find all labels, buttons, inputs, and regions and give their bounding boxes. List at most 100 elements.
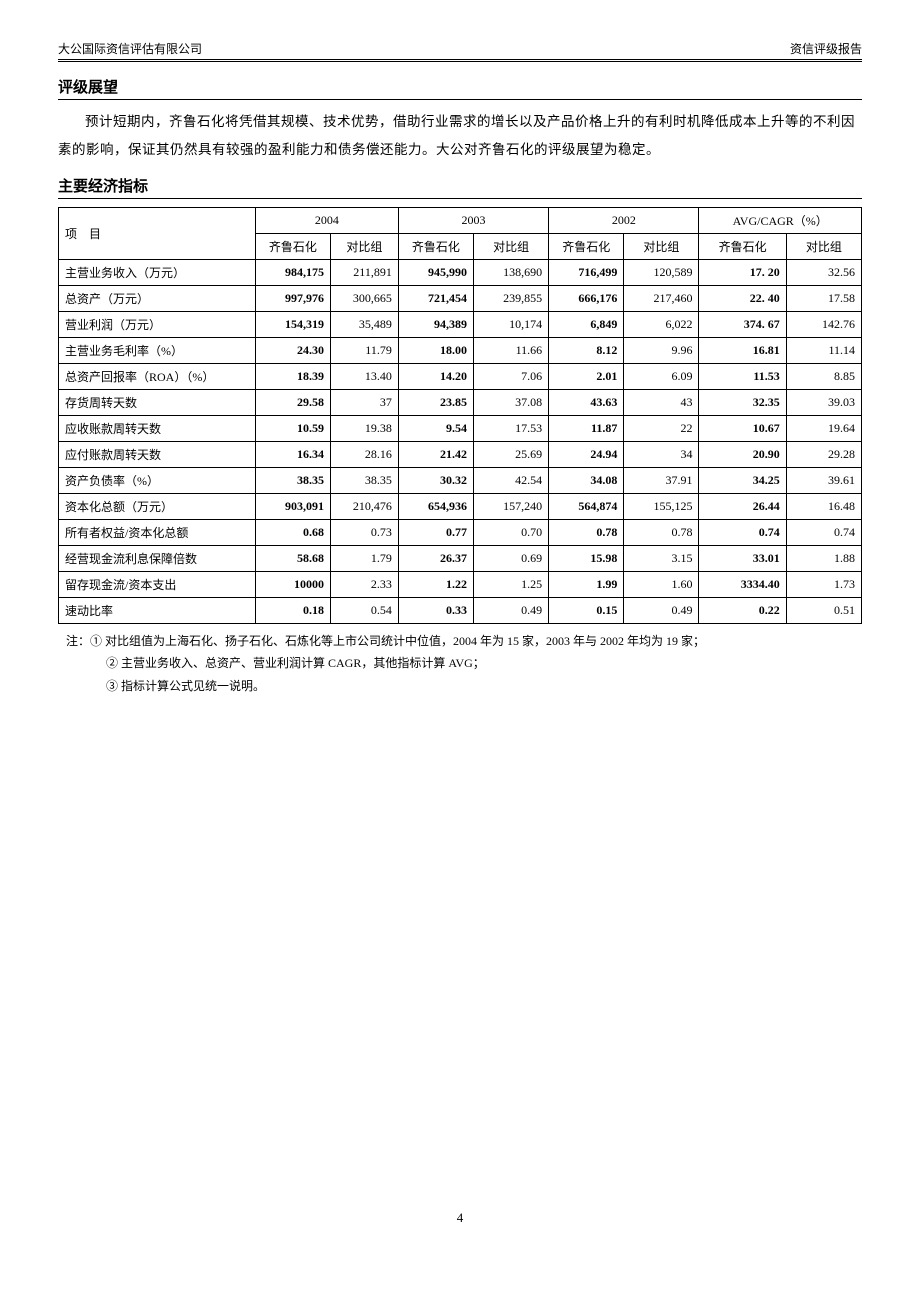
data-cell: 24.30: [255, 337, 330, 363]
data-cell: 984,175: [255, 259, 330, 285]
data-cell: 10000: [255, 571, 330, 597]
data-cell: 0.77: [398, 519, 473, 545]
section-title-indicators: 主要经济指标: [58, 175, 862, 199]
data-cell: 0.18: [255, 597, 330, 623]
data-cell: 945,990: [398, 259, 473, 285]
data-cell: 43.63: [549, 389, 624, 415]
note-3: ③ 指标计算公式见统一说明。: [66, 675, 862, 698]
data-cell: 0.74: [786, 519, 861, 545]
data-cell: 37.08: [474, 389, 549, 415]
data-cell: 37: [330, 389, 398, 415]
table-row: 营业利润（万元）154,31935,48994,38910,1746,8496,…: [59, 311, 862, 337]
data-cell: 0.49: [624, 597, 699, 623]
data-cell: 29.28: [786, 441, 861, 467]
page-number: 4: [457, 1210, 464, 1226]
data-cell: 20.90: [699, 441, 786, 467]
data-cell: 138,690: [474, 259, 549, 285]
data-cell: 0.33: [398, 597, 473, 623]
data-cell: 10.59: [255, 415, 330, 441]
indicators-table: 项 目 2004 2003 2002 AVG/CAGR（%） 齐鲁石化对比组齐鲁…: [58, 207, 862, 624]
table-notes: 注：① 对比组值为上海石化、扬子石化、石炼化等上市公司统计中位值，2004 年为…: [58, 630, 862, 698]
data-cell: 0.68: [255, 519, 330, 545]
data-cell: 10.67: [699, 415, 786, 441]
table-row: 所有者权益/资本化总额0.680.730.770.700.780.780.740…: [59, 519, 862, 545]
data-cell: 42.54: [474, 467, 549, 493]
data-cell: 716,499: [549, 259, 624, 285]
data-cell: 157,240: [474, 493, 549, 519]
data-cell: 0.15: [549, 597, 624, 623]
data-cell: 6.09: [624, 363, 699, 389]
data-cell: 22. 40: [699, 285, 786, 311]
data-cell: 94,389: [398, 311, 473, 337]
table-body: 主营业务收入（万元）984,175211,891945,990138,69071…: [59, 259, 862, 623]
data-cell: 10,174: [474, 311, 549, 337]
data-cell: 666,176: [549, 285, 624, 311]
row-label: 主营业务收入（万元）: [59, 259, 256, 285]
data-cell: 13.40: [330, 363, 398, 389]
data-cell: 26.44: [699, 493, 786, 519]
data-cell: 39.61: [786, 467, 861, 493]
data-cell: 58.68: [255, 545, 330, 571]
row-label: 经营现金流利息保障倍数: [59, 545, 256, 571]
data-cell: 6,849: [549, 311, 624, 337]
table-row: 留存现金流/资本支出100002.331.221.251.991.603334.…: [59, 571, 862, 597]
row-label: 总资产回报率（ROA）（%）: [59, 363, 256, 389]
header-divider: [58, 59, 862, 62]
data-cell: 3334.40: [699, 571, 786, 597]
data-cell: 9.96: [624, 337, 699, 363]
data-cell: 17. 20: [699, 259, 786, 285]
data-cell: 18.39: [255, 363, 330, 389]
header-left: 大公国际资信评估有限公司: [58, 40, 202, 57]
row-label: 所有者权益/资本化总额: [59, 519, 256, 545]
header-right: 资信评级报告: [790, 40, 862, 57]
data-cell: 33.01: [699, 545, 786, 571]
table-row: 应付账款周转天数16.3428.1621.4225.6924.943420.90…: [59, 441, 862, 467]
note-1: 注：① 对比组值为上海石化、扬子石化、石炼化等上市公司统计中位值，2004 年为…: [66, 630, 862, 653]
data-cell: 16.48: [786, 493, 861, 519]
data-cell: 2.01: [549, 363, 624, 389]
data-cell: 14.20: [398, 363, 473, 389]
data-cell: 28.16: [330, 441, 398, 467]
subhead-cell: 对比组: [330, 233, 398, 259]
subhead-cell: 齐鲁石化: [255, 233, 330, 259]
table-header-row-1: 项 目 2004 2003 2002 AVG/CAGR（%）: [59, 207, 862, 233]
subhead-cell: 齐鲁石化: [398, 233, 473, 259]
data-cell: 11.66: [474, 337, 549, 363]
subhead-cell: 对比组: [624, 233, 699, 259]
table-row: 主营业务毛利率（%）24.3011.7918.0011.668.129.9616…: [59, 337, 862, 363]
data-cell: 217,460: [624, 285, 699, 311]
data-cell: 43: [624, 389, 699, 415]
data-cell: 564,874: [549, 493, 624, 519]
table-row: 经营现金流利息保障倍数58.681.7926.370.6915.983.1533…: [59, 545, 862, 571]
data-cell: 0.51: [786, 597, 861, 623]
header-year-1: 2003: [398, 207, 548, 233]
data-cell: 0.73: [330, 519, 398, 545]
data-cell: 38.35: [330, 467, 398, 493]
table-row: 资产负债率（%）38.3538.3530.3242.5434.0837.9134…: [59, 467, 862, 493]
data-cell: 0.69: [474, 545, 549, 571]
data-cell: 29.58: [255, 389, 330, 415]
data-cell: 15.98: [549, 545, 624, 571]
data-cell: 32.35: [699, 389, 786, 415]
row-label: 速动比率: [59, 597, 256, 623]
data-cell: 300,665: [330, 285, 398, 311]
subhead-cell: 齐鲁石化: [549, 233, 624, 259]
data-cell: 1.60: [624, 571, 699, 597]
data-cell: 35,489: [330, 311, 398, 337]
row-label: 应付账款周转天数: [59, 441, 256, 467]
table-row: 应收账款周转天数10.5919.389.5417.5311.872210.671…: [59, 415, 862, 441]
data-cell: 1.73: [786, 571, 861, 597]
table-row: 总资产（万元）997,976300,665721,454239,855666,1…: [59, 285, 862, 311]
data-cell: 38.35: [255, 467, 330, 493]
page-header: 大公国际资信评估有限公司 资信评级报告: [58, 40, 862, 59]
data-cell: 11.14: [786, 337, 861, 363]
row-label: 营业利润（万元）: [59, 311, 256, 337]
data-cell: 16.34: [255, 441, 330, 467]
data-cell: 654,936: [398, 493, 473, 519]
table-row: 资本化总额（万元）903,091210,476654,936157,240564…: [59, 493, 862, 519]
note-2: ② 主营业务收入、总资产、营业利润计算 CAGR，其他指标计算 AVG；: [66, 652, 862, 675]
row-label: 资产负债率（%）: [59, 467, 256, 493]
data-cell: 39.03: [786, 389, 861, 415]
data-cell: 16.81: [699, 337, 786, 363]
data-cell: 26.37: [398, 545, 473, 571]
